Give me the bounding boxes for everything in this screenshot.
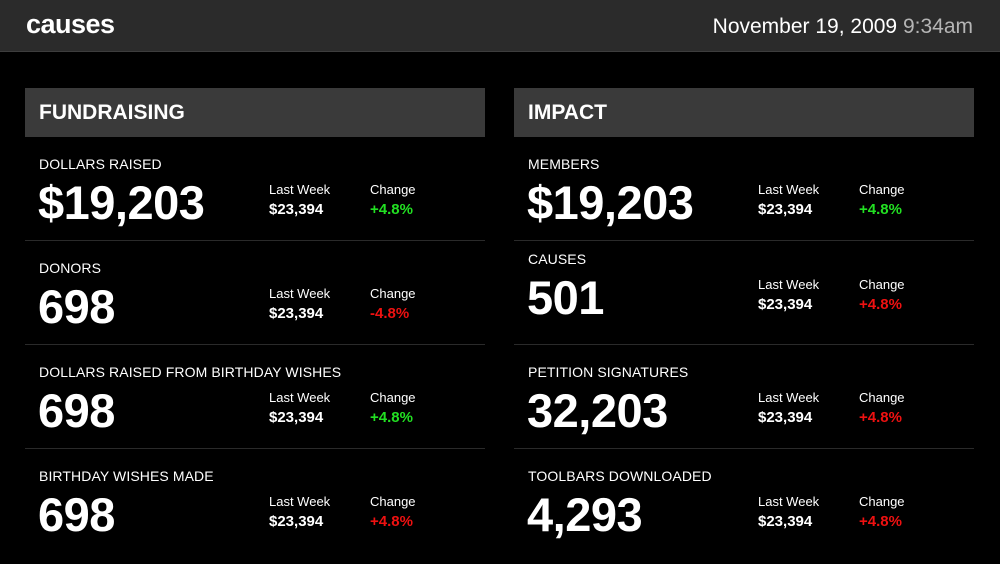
change-label: Change: [859, 277, 905, 292]
change-value: +4.8%: [370, 409, 413, 426]
change-value: +4.8%: [370, 513, 413, 530]
metric-causes: CAUSES 501 Last Week $23,394 Change +4.8…: [514, 241, 974, 345]
fundraising-panel: FUNDRAISING DOLLARS RAISED $19,203 Last …: [25, 88, 485, 553]
metric-label: DONORS: [39, 260, 102, 276]
metric-label: CAUSES: [528, 251, 587, 267]
top-bar: causes November 19, 2009 9:34am: [0, 0, 1000, 52]
metric-value: $19,203: [38, 176, 205, 229]
change-label: Change: [370, 494, 416, 509]
fundraising-panel-title: FUNDRAISING: [25, 88, 485, 137]
metric-value: 698: [38, 280, 115, 333]
change-label: Change: [859, 390, 905, 405]
change-label: Change: [370, 182, 416, 197]
metric-birthday-wishes-dollars: DOLLARS RAISED FROM BIRTHDAY WISHES 698 …: [25, 345, 485, 449]
metric-value: 4,293: [527, 488, 643, 541]
metric-value: 32,203: [527, 384, 668, 437]
impact-panel: IMPACT MEMBERS $19,203 Last Week $23,394…: [514, 88, 974, 553]
change-label: Change: [859, 182, 905, 197]
last-week-label: Last Week: [269, 286, 331, 301]
metric-label: TOOLBARS DOWNLOADED: [528, 468, 712, 484]
metric-toolbars-downloaded: TOOLBARS DOWNLOADED 4,293 Last Week $23,…: [514, 449, 974, 553]
date-text: November 19, 2009: [712, 15, 898, 38]
change-value: +4.8%: [859, 513, 902, 530]
metric-label: DOLLARS RAISED FROM BIRTHDAY WISHES: [39, 364, 342, 380]
last-week-label: Last Week: [269, 494, 331, 509]
impact-panel-title: IMPACT: [514, 88, 974, 137]
date-time: November 19, 2009 9:34am: [713, 15, 973, 39]
change-label: Change: [370, 390, 416, 405]
metric-label: PETITION SIGNATURES: [528, 364, 689, 380]
metric-value: 698: [38, 488, 115, 541]
change-label: Change: [370, 286, 416, 301]
last-week-label: Last Week: [269, 390, 331, 405]
change-label: Change: [859, 494, 905, 509]
metric-value: 698: [38, 384, 115, 437]
metric-value: 501: [527, 271, 604, 324]
metric-birthday-wishes-made: BIRTHDAY WISHES MADE 698 Last Week $23,3…: [25, 449, 485, 553]
last-week-value: $23,394: [269, 201, 324, 218]
last-week-value: $23,394: [758, 513, 813, 530]
change-value: -4.8%: [370, 305, 410, 322]
last-week-value: $23,394: [269, 305, 324, 322]
last-week-value: $23,394: [269, 409, 324, 426]
last-week-value: $23,394: [758, 296, 813, 313]
last-week-value: $23,394: [758, 409, 813, 426]
change-value: +4.8%: [859, 409, 902, 426]
last-week-label: Last Week: [758, 494, 820, 509]
causes-logo[interactable]: causes: [26, 9, 115, 39]
last-week-value: $23,394: [269, 513, 324, 530]
metric-label: DOLLARS RAISED: [39, 156, 162, 172]
last-week-label: Last Week: [758, 390, 820, 405]
metric-label: BIRTHDAY WISHES MADE: [39, 468, 214, 484]
metric-members: MEMBERS $19,203 Last Week $23,394 Change…: [514, 137, 974, 241]
last-week-label: Last Week: [758, 182, 820, 197]
time-text: 9:34am: [902, 15, 973, 38]
metric-label: MEMBERS: [528, 156, 600, 172]
change-value: +4.8%: [859, 296, 902, 313]
change-value: +4.8%: [859, 201, 902, 218]
last-week-label: Last Week: [269, 182, 331, 197]
metric-donors: DONORS 698 Last Week $23,394 Change -4.8…: [25, 241, 485, 345]
metric-value: $19,203: [527, 176, 694, 229]
last-week-value: $23,394: [758, 201, 813, 218]
change-value: +4.8%: [370, 201, 413, 218]
metric-dollars-raised: DOLLARS RAISED $19,203 Last Week $23,394…: [25, 137, 485, 241]
metric-petition-signatures: PETITION SIGNATURES 32,203 Last Week $23…: [514, 345, 974, 449]
last-week-label: Last Week: [758, 277, 820, 292]
